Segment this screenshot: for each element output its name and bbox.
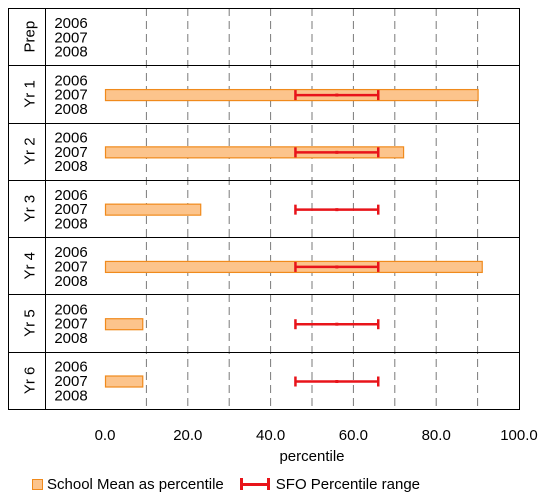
year-label: 2006	[54, 130, 87, 147]
legend-swatch-sfo-range	[239, 478, 270, 490]
range-midpoint	[335, 150, 339, 154]
year-label: 2006	[54, 187, 87, 204]
group-label: Yr 5	[22, 309, 39, 337]
year-label: 2008	[54, 101, 87, 118]
year-label: 2007	[54, 29, 87, 46]
group-label: Prep	[22, 21, 39, 53]
x-axis-label: percentile	[279, 448, 344, 465]
bar	[104, 203, 202, 216]
year-label: 2006	[54, 359, 87, 376]
range-midpoint	[335, 265, 339, 269]
chart-frame	[8, 8, 520, 410]
legend-label-school-mean: School Mean as percentile	[47, 475, 224, 493]
year-label: 2006	[54, 301, 87, 318]
group-label: Yr 4	[22, 252, 39, 280]
year-label: 2007	[54, 87, 87, 104]
bar	[104, 88, 479, 102]
group-label: Yr 3	[22, 195, 39, 223]
legend-label-sfo-range: SFO Percentile range	[275, 475, 421, 493]
year-label: 2007	[54, 373, 87, 390]
legend-swatch-school-mean	[32, 478, 43, 490]
year-label: 2008	[54, 158, 87, 175]
group-label: Yr 1	[22, 80, 39, 108]
bar	[104, 375, 144, 388]
group-label: Yr 2	[22, 137, 39, 165]
x-tick-label: 80.0	[422, 427, 451, 444]
year-label: 2008	[54, 387, 87, 404]
bar	[104, 260, 483, 274]
year-label: 2007	[54, 201, 87, 218]
bar	[104, 146, 405, 159]
year-label: 2007	[54, 258, 87, 275]
range-midpoint	[335, 322, 339, 326]
year-label: 2006	[54, 15, 87, 32]
year-label: 2006	[54, 244, 87, 261]
range-midpoint	[335, 93, 339, 97]
year-label: 2008	[54, 330, 87, 347]
bar	[104, 318, 144, 331]
x-tick-label: 40.0	[256, 427, 285, 444]
year-label: 2007	[54, 144, 87, 161]
year-label: 2006	[54, 72, 87, 89]
x-tick-label: 100.0	[500, 427, 538, 444]
chart-legend: School Mean as percentile SFO Percentile…	[32, 474, 436, 494]
year-label: 2008	[54, 44, 87, 61]
legend-item-school-mean: School Mean as percentile	[32, 476, 224, 493]
year-label: 2008	[54, 273, 87, 290]
range-midpoint	[335, 208, 339, 212]
year-label: 2008	[54, 215, 87, 232]
x-tick-label: 0.0	[95, 427, 116, 444]
year-label: 2007	[54, 316, 87, 333]
legend-item-sfo-range: SFO Percentile range	[239, 475, 421, 493]
x-tick-label: 60.0	[339, 427, 368, 444]
x-tick-label: 20.0	[173, 427, 202, 444]
group-label: Yr 6	[22, 367, 39, 395]
range-midpoint	[335, 380, 339, 384]
